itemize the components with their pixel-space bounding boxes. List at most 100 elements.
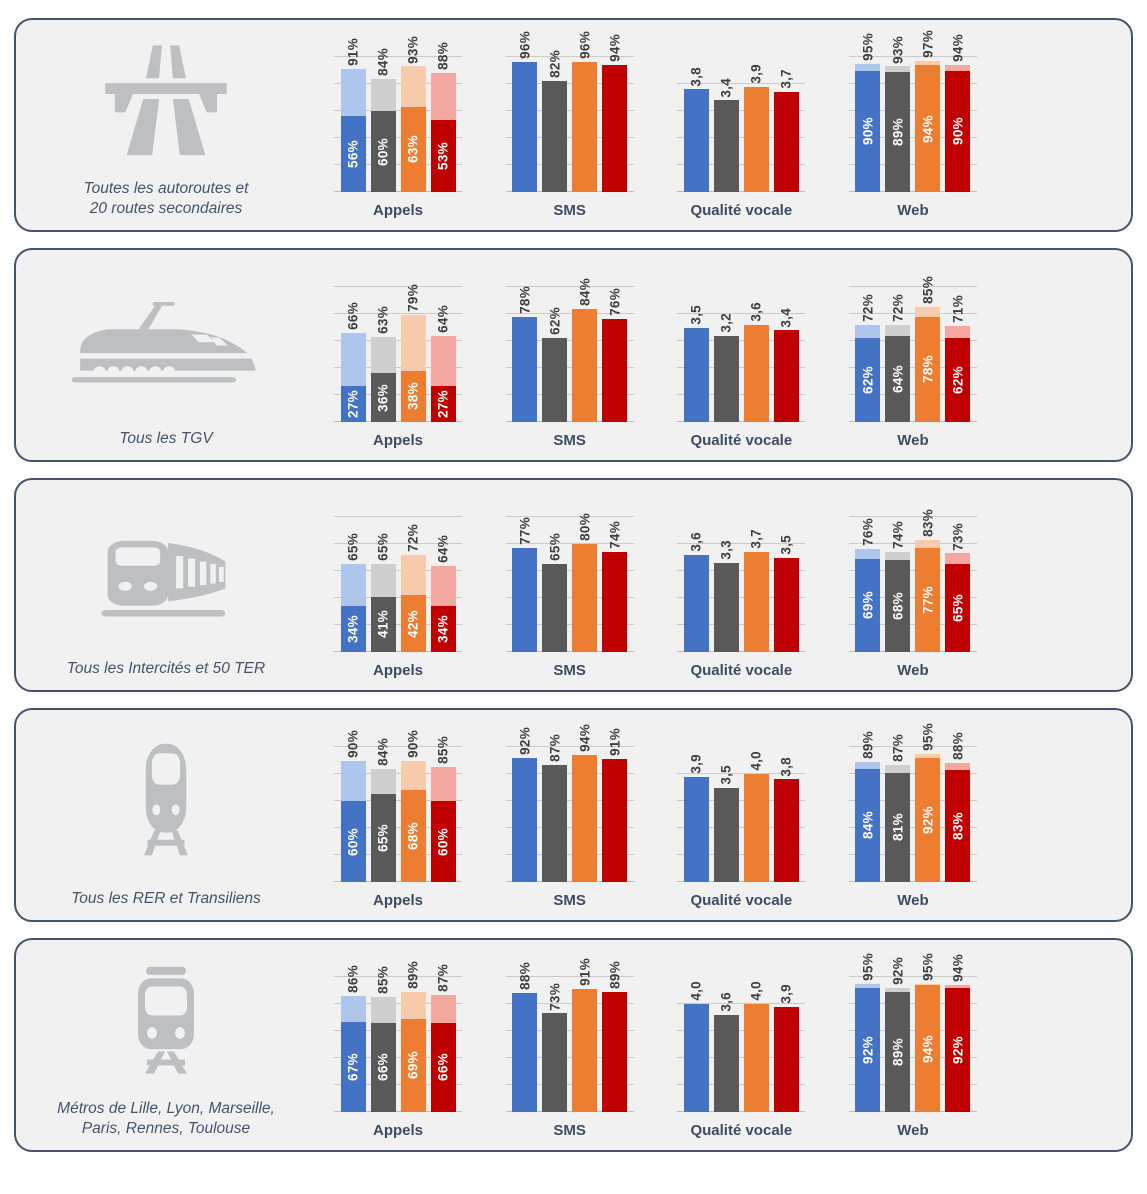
panel-caption: Toutes les autoroutes et 20 routes secon…	[83, 179, 249, 217]
chart-appels: 60% 90% 65% 84% 68% 90% 60% 85% Appels	[328, 730, 468, 909]
gridline	[848, 976, 977, 977]
bar-total-label: 84%	[375, 737, 391, 766]
bar-gray: 62%	[542, 307, 568, 422]
bar-gray: 64% 72%	[885, 294, 911, 422]
bar-red: 3,4	[773, 308, 799, 422]
gridline	[505, 881, 634, 882]
gridline	[848, 570, 977, 571]
chart-title: Web	[897, 892, 929, 909]
bar-total-label: 62%	[547, 307, 563, 336]
bar-red: 34% 64%	[430, 535, 456, 652]
chart-plot: 96% 82% 96% 94%	[505, 31, 634, 192]
bar-red: 3,8	[773, 757, 799, 882]
chart-title: SMS	[553, 202, 586, 219]
bar-orange: 80%	[572, 513, 598, 652]
gridline	[848, 1030, 977, 1031]
chart-qualite-vocale: 3,9 3,5 4,0 3,8 Qualité vocale	[671, 751, 811, 909]
bar-inner-label: 60%	[375, 137, 391, 166]
bar-gray: 66% 85%	[370, 966, 396, 1112]
chart-plot: 60% 90% 65% 84% 68% 90% 60% 85%	[334, 730, 462, 882]
bar-total-label: 83%	[920, 509, 936, 537]
gridline	[677, 827, 806, 828]
bar-total-label: 87%	[435, 963, 451, 992]
bar-total-label: 89%	[405, 960, 421, 989]
gridline	[334, 110, 462, 111]
panel-label-column: Métros de Lille, Lyon, Marseille, Paris,…	[16, 940, 316, 1150]
bar-inner-label: 83%	[950, 812, 966, 840]
panels: Toutes les autoroutes et 20 routes secon…	[0, 18, 1147, 1152]
gridline	[505, 286, 634, 287]
bar-inner-label: 62%	[950, 366, 966, 395]
bar-blue: 3,8	[683, 67, 709, 192]
bar-total-label: 85%	[435, 736, 451, 765]
bar-inner-segment: 94%	[915, 65, 941, 192]
bar-total-label: 94%	[950, 34, 966, 63]
gridline	[334, 340, 462, 341]
bar-inner-label: 94%	[920, 114, 936, 143]
gridline	[334, 164, 462, 165]
chart-plot: 84% 89% 81% 87% 92% 95% 83% 88%	[848, 723, 977, 882]
bar-red: 91%	[602, 728, 628, 882]
bar-blue: 27% 66%	[340, 302, 366, 422]
bar-red: 89%	[602, 961, 628, 1112]
chart-appels: 56% 91% 60% 84% 63% 93% 53% 88% Appels	[328, 36, 468, 219]
bar-orange: 84%	[572, 278, 598, 422]
bar-red: 3,5	[773, 535, 799, 652]
bar-total-label: 95%	[860, 952, 876, 981]
bar-inner-segment: 60%	[340, 801, 366, 882]
chart-plot: 3,8 3,4 3,9 3,7	[677, 64, 806, 192]
gridline	[677, 651, 806, 652]
gridline	[677, 624, 806, 625]
bar-total-label: 80%	[577, 513, 593, 541]
bar-red: 62% 71%	[945, 295, 971, 422]
bar-total-label: 95%	[860, 32, 876, 61]
bar-inner-segment: 68%	[885, 560, 911, 652]
transport-panel: Tous les RER et Transiliens 60% 90% 65% 84% 6…	[14, 708, 1133, 922]
bar-total-label: 94%	[950, 954, 966, 983]
gridline	[677, 83, 806, 84]
panel-caption: Tous les Intercités et 50 TER	[66, 659, 266, 677]
bar-inner-label: 63%	[405, 135, 421, 164]
gridline	[334, 56, 462, 57]
bar-inner-label: 78%	[920, 355, 936, 384]
gridline	[848, 651, 977, 652]
gridline	[505, 800, 634, 801]
bar-blue: 60% 90%	[340, 730, 366, 882]
chart-title: Appels	[372, 892, 423, 909]
bar-orange: 69% 89%	[400, 961, 426, 1112]
gridline	[505, 854, 634, 855]
bar-blue: 88%	[512, 962, 538, 1112]
gridline	[334, 1003, 462, 1004]
bar-inner-segment: 78%	[915, 316, 941, 422]
gridline	[848, 286, 977, 287]
gridline	[677, 110, 806, 111]
bar-total-label: 94%	[607, 34, 623, 63]
bar-red: 90% 94%	[945, 34, 971, 192]
bar-group: 77% 65% 80% 74%	[506, 513, 634, 652]
bar-inner-segment: 62%	[945, 338, 971, 422]
bar-orange: 94%	[572, 724, 598, 882]
panel-label-column: Toutes les autoroutes et 20 routes secon…	[16, 20, 316, 230]
bar-gray: 3,3	[713, 540, 739, 652]
chart-title: SMS	[553, 1122, 586, 1139]
gridline	[677, 773, 806, 774]
gridline	[505, 367, 634, 368]
gridline	[848, 340, 977, 341]
gridline	[848, 1057, 977, 1058]
bar-total-label: 72%	[860, 293, 876, 322]
gridline	[505, 394, 634, 395]
bar-inner-label: 56%	[345, 140, 361, 169]
bar-total-label: 86%	[345, 964, 361, 993]
bar-inner-label: 68%	[405, 822, 421, 851]
chart-qualite-vocale: 3,6 3,3 3,7 3,5 Qualité vocale	[671, 529, 811, 679]
chart-plot: 78% 62% 84% 76%	[505, 278, 634, 422]
transport-panel: Tous les TGV 27% 66% 36% 63% 38% 79% 27% 64% Appe…	[14, 248, 1133, 462]
bar-orange: 94% 97%	[915, 30, 941, 192]
bar-total-label: 73%	[950, 522, 966, 551]
bar-blue: 3,9	[683, 754, 709, 882]
bar-total-label: 79%	[405, 284, 421, 313]
chart-title: Web	[897, 202, 929, 219]
bar-inner-label: 34%	[345, 615, 361, 644]
gridline	[848, 56, 977, 57]
bar-gray: 65%	[542, 533, 568, 652]
